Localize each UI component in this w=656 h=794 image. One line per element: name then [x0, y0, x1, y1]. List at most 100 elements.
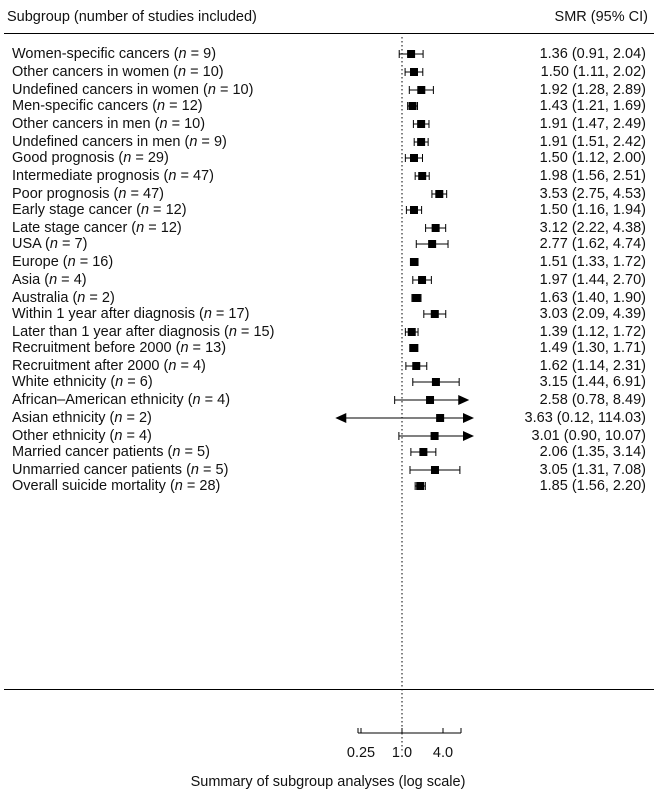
study-count: 4 — [73, 272, 82, 288]
study-count-prefix: ( — [150, 116, 160, 132]
subgroup-label: Recruitment before 2000 (n = 13) — [12, 340, 226, 356]
n-symbol: n — [192, 392, 201, 408]
study-count-prefix: ( — [68, 290, 78, 306]
study-count: 4 — [138, 428, 148, 444]
ci-arrow-right — [458, 395, 470, 405]
footer-rule — [4, 689, 654, 690]
equals-sign: = — [176, 168, 193, 184]
smr-ci-value: 1.91 (1.51, 2.42) — [539, 134, 646, 150]
subgroup-label: Married cancer patients (n = 5) — [12, 444, 210, 460]
subgroup-name: African–American ethnicity — [12, 392, 184, 408]
smr-ci-value: 1.51 (1.33, 1.72) — [539, 254, 646, 270]
smr-ci-value: 1.92 (1.28, 2.89) — [539, 82, 646, 98]
study-count-suffix: ) — [209, 168, 214, 184]
subgroup-label: Men-specific cancers (n = 12) — [12, 98, 203, 114]
equals-sign: = — [57, 236, 75, 252]
point-estimate — [409, 154, 418, 162]
study-count-prefix: ( — [159, 358, 169, 374]
subgroup-label: Late stage cancer (n = 12) — [12, 220, 182, 236]
study-count-prefix: ( — [169, 46, 179, 62]
study-count-prefix: ( — [114, 150, 124, 166]
n-symbol: n — [172, 444, 181, 460]
point-estimate — [407, 328, 416, 336]
study-count: 16 — [92, 254, 109, 270]
smr-ci-value: 2.06 (1.35, 3.14) — [539, 444, 646, 460]
study-count: 13 — [205, 340, 222, 356]
point-estimate — [435, 190, 444, 198]
x-axis-title: Summary of subgroup analyses (log scale) — [190, 774, 466, 790]
equals-sign: = — [182, 478, 200, 494]
point-estimate — [419, 448, 428, 456]
subgroup-name: Married cancer patients — [12, 444, 164, 460]
smr-ci-value: 1.85 (1.56, 2.20) — [539, 478, 646, 494]
point-estimate — [412, 362, 421, 370]
study-count: 9 — [203, 46, 212, 62]
study-count-suffix: ) — [82, 236, 88, 252]
study-count-prefix: ( — [40, 272, 50, 288]
point-estimate — [418, 172, 427, 180]
n-symbol: n — [203, 306, 212, 322]
study-count-prefix: ( — [163, 444, 173, 460]
point-estimate — [428, 240, 437, 248]
study-count: 9 — [213, 134, 223, 150]
smr-ci-value: 1.43 (1.21, 1.69) — [539, 98, 646, 114]
point-estimate — [408, 102, 417, 110]
point-estimate — [431, 224, 440, 232]
n-symbol: n — [136, 220, 145, 236]
n-symbol: n — [168, 168, 177, 184]
ci-arrow-left — [335, 413, 347, 423]
study-count-prefix: ( — [148, 98, 158, 114]
smr-ci-value: 2.58 (0.78, 8.49) — [539, 392, 646, 408]
point-estimate — [430, 466, 439, 474]
subgroup-label: Within 1 year after diagnosis (n = 17) — [12, 306, 249, 322]
smr-ci-value: 1.39 (1.12, 1.72) — [539, 324, 646, 340]
subgroup-label: Later than 1 year after diagnosis (n = 1… — [12, 324, 274, 340]
n-symbol: n — [118, 186, 127, 202]
equals-sign: = — [167, 116, 185, 132]
point-estimate — [409, 68, 418, 76]
smr-ci-value: 3.63 (0.12, 114.03) — [524, 410, 646, 426]
subgroup-name: Recruitment after 2000 — [12, 358, 160, 374]
study-count-suffix: ) — [211, 46, 217, 62]
study-count-prefix: ( — [132, 202, 141, 218]
subgroup-name: Europe — [12, 254, 59, 270]
study-count: 12 — [160, 220, 177, 236]
ci-arrow-right — [463, 431, 474, 441]
subgroup-label: Europe (n = 16) — [12, 254, 113, 270]
study-count: 5 — [196, 444, 206, 460]
smr-ci-value: 1.50 (1.16, 1.94) — [539, 202, 646, 218]
study-count-suffix: ) — [244, 306, 250, 322]
study-count-prefix: ( — [182, 462, 191, 478]
subgroup-name: Women-specific cancers — [12, 46, 170, 62]
subgroup-label: Women-specific cancers (n = 9) — [12, 46, 216, 62]
study-count: 4 — [217, 392, 226, 408]
smr-ci-value: 1.98 (1.56, 2.51) — [539, 168, 646, 184]
study-count: 10 — [184, 116, 201, 132]
point-estimate — [426, 396, 435, 404]
equals-sign: = — [131, 150, 148, 166]
subgroup-name: Other ethnicity — [12, 428, 106, 444]
equals-sign: = — [186, 46, 204, 62]
study-count: 12 — [181, 98, 198, 114]
study-count-prefix: ( — [105, 428, 115, 444]
study-count-prefix: ( — [194, 306, 204, 322]
study-count-suffix: ) — [197, 98, 203, 114]
study-count-suffix: ) — [108, 254, 114, 270]
study-count: 12 — [165, 202, 182, 218]
equals-sign: = — [211, 306, 229, 322]
n-symbol: n — [115, 374, 124, 390]
study-count-prefix: ( — [105, 410, 115, 426]
study-count-prefix: ( — [109, 186, 119, 202]
study-count-suffix: ) — [269, 324, 275, 340]
smr-ci-value: 1.50 (1.12, 2.00) — [539, 150, 646, 166]
subgroup-name: Asia — [12, 272, 41, 288]
smr-ci-value: 3.15 (1.44, 6.91) — [539, 374, 646, 390]
x-tick-label: 4.0 — [433, 745, 453, 761]
ci-arrow-right — [463, 413, 474, 423]
subgroup-name: Other cancers in men — [12, 116, 151, 132]
point-estimate — [412, 294, 421, 302]
study-count-prefix: ( — [127, 220, 137, 236]
n-symbol: n — [180, 340, 189, 356]
equals-sign: = — [180, 444, 197, 460]
